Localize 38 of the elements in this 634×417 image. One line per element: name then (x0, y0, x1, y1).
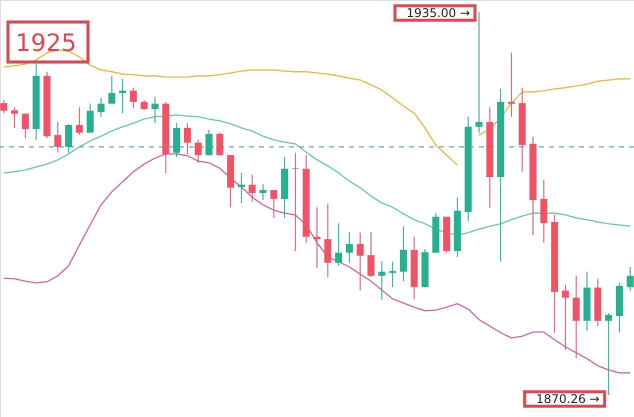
candlestick (324, 203, 332, 278)
candlestick (76, 106, 83, 136)
candlestick (130, 87, 137, 108)
candlestick (378, 260, 386, 301)
candlestick (0, 100, 8, 114)
candlestick (151, 96, 158, 124)
candlestick (140, 100, 148, 111)
candlestick (22, 113, 29, 139)
candlestick (346, 232, 353, 264)
candlestick (368, 232, 375, 278)
candlestick (216, 132, 224, 156)
candlestick (238, 172, 245, 204)
candlestick (86, 103, 94, 134)
candlestick (400, 226, 407, 282)
candlestick (11, 106, 18, 128)
candlestick (259, 184, 266, 201)
candlestick (356, 232, 364, 292)
candlestick (562, 284, 569, 350)
candlestick (54, 122, 62, 153)
candlestick (205, 129, 212, 156)
candlestick (108, 75, 116, 104)
candlestick (184, 122, 191, 154)
candlestick (626, 266, 634, 292)
candlestick (605, 312, 612, 396)
candlestick (572, 275, 580, 359)
candlestick (248, 174, 256, 202)
annotation: 1935.00 → (406, 6, 470, 20)
candlestick (389, 261, 396, 288)
annotation: 1925 (15, 29, 77, 57)
candlestick (194, 139, 202, 164)
candlestick (65, 123, 72, 154)
candlestick (97, 97, 104, 118)
candlestick (270, 190, 278, 218)
candlestick (476, 12, 483, 134)
candlestick (119, 78, 126, 114)
annotation: 1870.26 → (536, 392, 600, 406)
candlestick (292, 152, 299, 252)
candlestick (335, 222, 342, 266)
